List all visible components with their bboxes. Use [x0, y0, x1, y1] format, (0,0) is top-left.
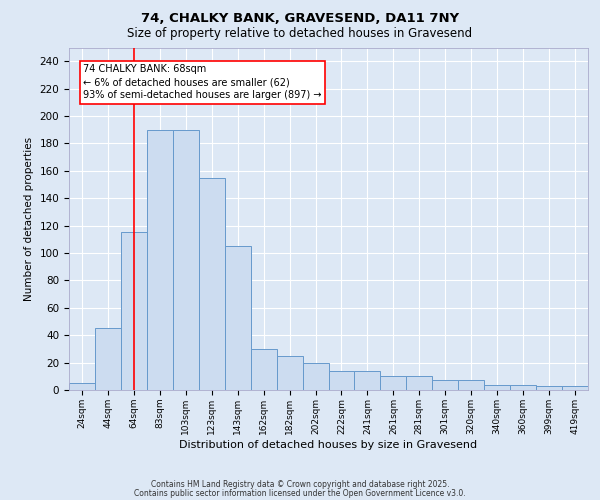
Text: 74, CHALKY BANK, GRAVESEND, DA11 7NY: 74, CHALKY BANK, GRAVESEND, DA11 7NY	[141, 12, 459, 26]
Bar	[173, 130, 199, 390]
Bar	[458, 380, 484, 390]
Bar	[329, 371, 355, 390]
Bar	[484, 384, 510, 390]
Bar	[225, 246, 251, 390]
Bar	[536, 386, 562, 390]
Text: 74 CHALKY BANK: 68sqm
← 6% of detached houses are smaller (62)
93% of semi-detac: 74 CHALKY BANK: 68sqm ← 6% of detached h…	[83, 64, 322, 100]
Bar	[69, 383, 95, 390]
Bar	[121, 232, 147, 390]
Y-axis label: Number of detached properties: Number of detached properties	[24, 136, 34, 301]
Bar	[433, 380, 458, 390]
Text: Contains public sector information licensed under the Open Government Licence v3: Contains public sector information licen…	[134, 488, 466, 498]
Bar	[562, 386, 588, 390]
Bar	[277, 356, 302, 390]
Bar	[380, 376, 406, 390]
Text: Contains HM Land Registry data © Crown copyright and database right 2025.: Contains HM Land Registry data © Crown c…	[151, 480, 449, 489]
Bar	[199, 178, 224, 390]
X-axis label: Distribution of detached houses by size in Gravesend: Distribution of detached houses by size …	[179, 440, 478, 450]
Bar	[406, 376, 432, 390]
Bar	[147, 130, 173, 390]
Bar	[251, 349, 277, 390]
Bar	[302, 362, 329, 390]
Bar	[510, 384, 536, 390]
Bar	[355, 371, 380, 390]
Text: Size of property relative to detached houses in Gravesend: Size of property relative to detached ho…	[127, 28, 473, 40]
Bar	[95, 328, 121, 390]
